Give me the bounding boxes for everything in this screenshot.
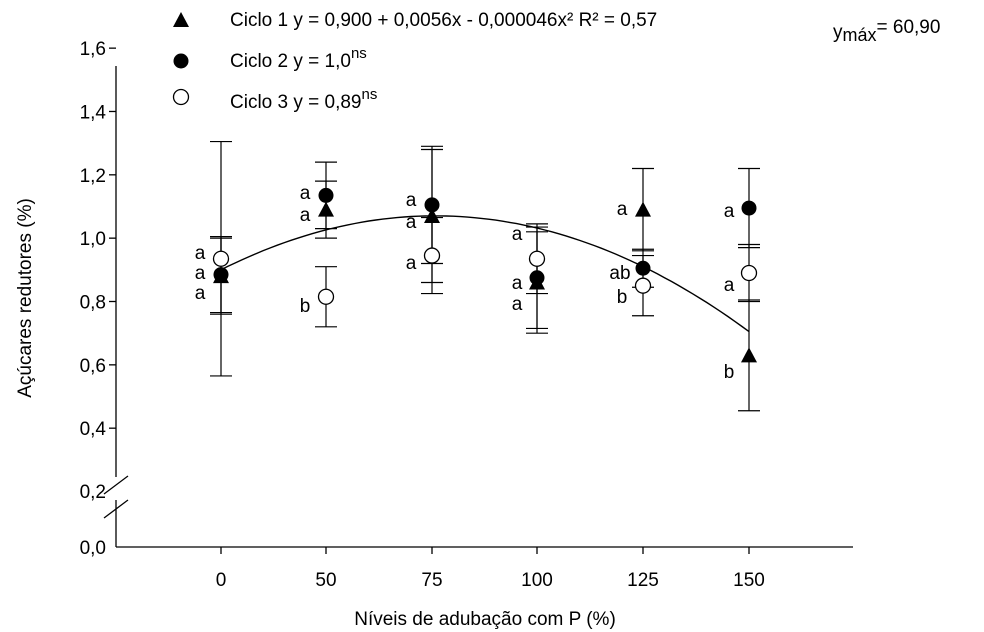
significance-letter: a bbox=[300, 183, 311, 204]
significance-letter: a bbox=[195, 243, 206, 264]
x-tick-label: 50 bbox=[315, 570, 336, 591]
significance-letter: a bbox=[195, 283, 206, 304]
y-tick-label: 0,2 bbox=[80, 482, 106, 503]
x-tick-label: 0 bbox=[216, 570, 227, 591]
legend-equation: y = 1,0 bbox=[293, 51, 351, 72]
significance-letter: a bbox=[617, 199, 628, 220]
axis-break-mark bbox=[103, 499, 129, 519]
axes: 0,0 0,2 0,4 0,6 0,8 1,0 1,2 1,4 1,6 0 50 75 100 125 15… bbox=[80, 39, 853, 591]
data-point-ciclo-1 bbox=[635, 201, 651, 217]
data-point-ciclo-2 bbox=[318, 187, 334, 203]
significance-letter: a bbox=[512, 273, 523, 294]
significance-letter: b bbox=[617, 287, 628, 308]
legend-series-name: Ciclo 2 bbox=[230, 51, 293, 72]
x-tick-label: 75 bbox=[421, 570, 442, 591]
legend-equation: y = 0,89 bbox=[293, 92, 361, 113]
data-points bbox=[212, 187, 758, 363]
legend-equation: y = 0,900 + 0,0056x - 0,000046x² R² = 0,… bbox=[293, 10, 657, 31]
legend-marker bbox=[172, 88, 190, 106]
y-tick-label: 1,6 bbox=[80, 39, 106, 60]
legend-significance: ns bbox=[351, 45, 367, 62]
data-point-ciclo-2 bbox=[424, 197, 440, 213]
y-tick-label: 1,0 bbox=[80, 229, 106, 250]
ymax-subscript: máx bbox=[843, 25, 877, 45]
legend-marker bbox=[173, 12, 189, 27]
axis-break-mark bbox=[103, 475, 129, 495]
ymax-symbol: y bbox=[833, 22, 843, 43]
significance-letter: a bbox=[300, 205, 311, 226]
legend-entry: Ciclo 1 y = 0,900 + 0,0056x - 0,000046x²… bbox=[230, 10, 657, 31]
legend-series-name: Ciclo 1 bbox=[230, 10, 293, 31]
significance-letter: a bbox=[512, 224, 523, 245]
y-tick-label: 0,0 bbox=[80, 538, 106, 559]
significance-letter: b bbox=[724, 362, 735, 383]
fit-curve-group bbox=[220, 215, 750, 333]
data-point-ciclo-2 bbox=[635, 260, 651, 276]
legend-item-ciclo-1: Ciclo 1 y = 0,900 + 0,0056x - 0,000046x²… bbox=[173, 10, 657, 31]
x-axis-label: Níveis de adubação com P (%) bbox=[354, 609, 616, 630]
data-point-ciclo-1 bbox=[318, 201, 334, 217]
significance-letter: a bbox=[724, 201, 735, 222]
data-point-ciclo-2 bbox=[529, 270, 545, 286]
y-tick-label: 0,4 bbox=[80, 419, 107, 440]
y-tick-label: 0,6 bbox=[80, 356, 106, 377]
significance-letter: a bbox=[406, 190, 417, 211]
error-bars bbox=[210, 140, 760, 412]
significance-letter: a bbox=[724, 275, 735, 296]
y-tick-label: 1,4 bbox=[80, 102, 107, 123]
data-point-ciclo-3 bbox=[317, 288, 335, 305]
legend-series-name: Ciclo 3 bbox=[230, 92, 293, 113]
legend-marker bbox=[173, 53, 189, 69]
significance-letter: a bbox=[406, 253, 417, 274]
data-point-ciclo-3 bbox=[634, 277, 652, 294]
data-point-ciclo-3 bbox=[528, 250, 546, 267]
data-point-ciclo-3 bbox=[740, 264, 758, 282]
x-tick-label: 150 bbox=[733, 570, 765, 591]
significance-letter: a bbox=[195, 263, 206, 284]
data-point-ciclo-3 bbox=[423, 247, 441, 264]
data-point-ciclo-1 bbox=[741, 347, 757, 363]
x-tick-label: 125 bbox=[627, 570, 659, 591]
data-point-ciclo-2 bbox=[741, 200, 757, 216]
significance-letter: ab bbox=[609, 263, 630, 284]
significance-letter: a bbox=[512, 294, 523, 315]
data-point-ciclo-1 bbox=[424, 207, 440, 223]
fit-curve-ciclo-1 bbox=[220, 215, 750, 333]
y-axis-label: Açúcares redutores (%) bbox=[15, 198, 36, 398]
legend-significance: ns bbox=[362, 86, 378, 103]
ymax-annotation: ymáx= 60,90 bbox=[833, 17, 940, 45]
ymax-value: = 60,90 bbox=[877, 17, 941, 38]
significance-letter: b bbox=[300, 296, 311, 317]
legend-entry: Ciclo 3 y = 0,89ns bbox=[230, 86, 377, 113]
legend-item-ciclo-2: Ciclo 2 y = 1,0ns bbox=[173, 45, 367, 72]
data-point-ciclo-2 bbox=[213, 267, 229, 283]
x-tick-label: 100 bbox=[521, 570, 553, 591]
data-point-ciclo-3 bbox=[212, 250, 230, 267]
y-tick-label: 1,2 bbox=[80, 166, 106, 187]
legend-item-ciclo-3: Ciclo 3 y = 0,89ns bbox=[172, 86, 377, 113]
significance-letter: a bbox=[406, 212, 417, 233]
y-tick-label: 0,8 bbox=[80, 293, 106, 314]
legend-entry: Ciclo 2 y = 1,0ns bbox=[230, 45, 367, 72]
legend: Ciclo 1 y = 0,900 + 0,0056x - 0,000046x²… bbox=[172, 10, 940, 113]
